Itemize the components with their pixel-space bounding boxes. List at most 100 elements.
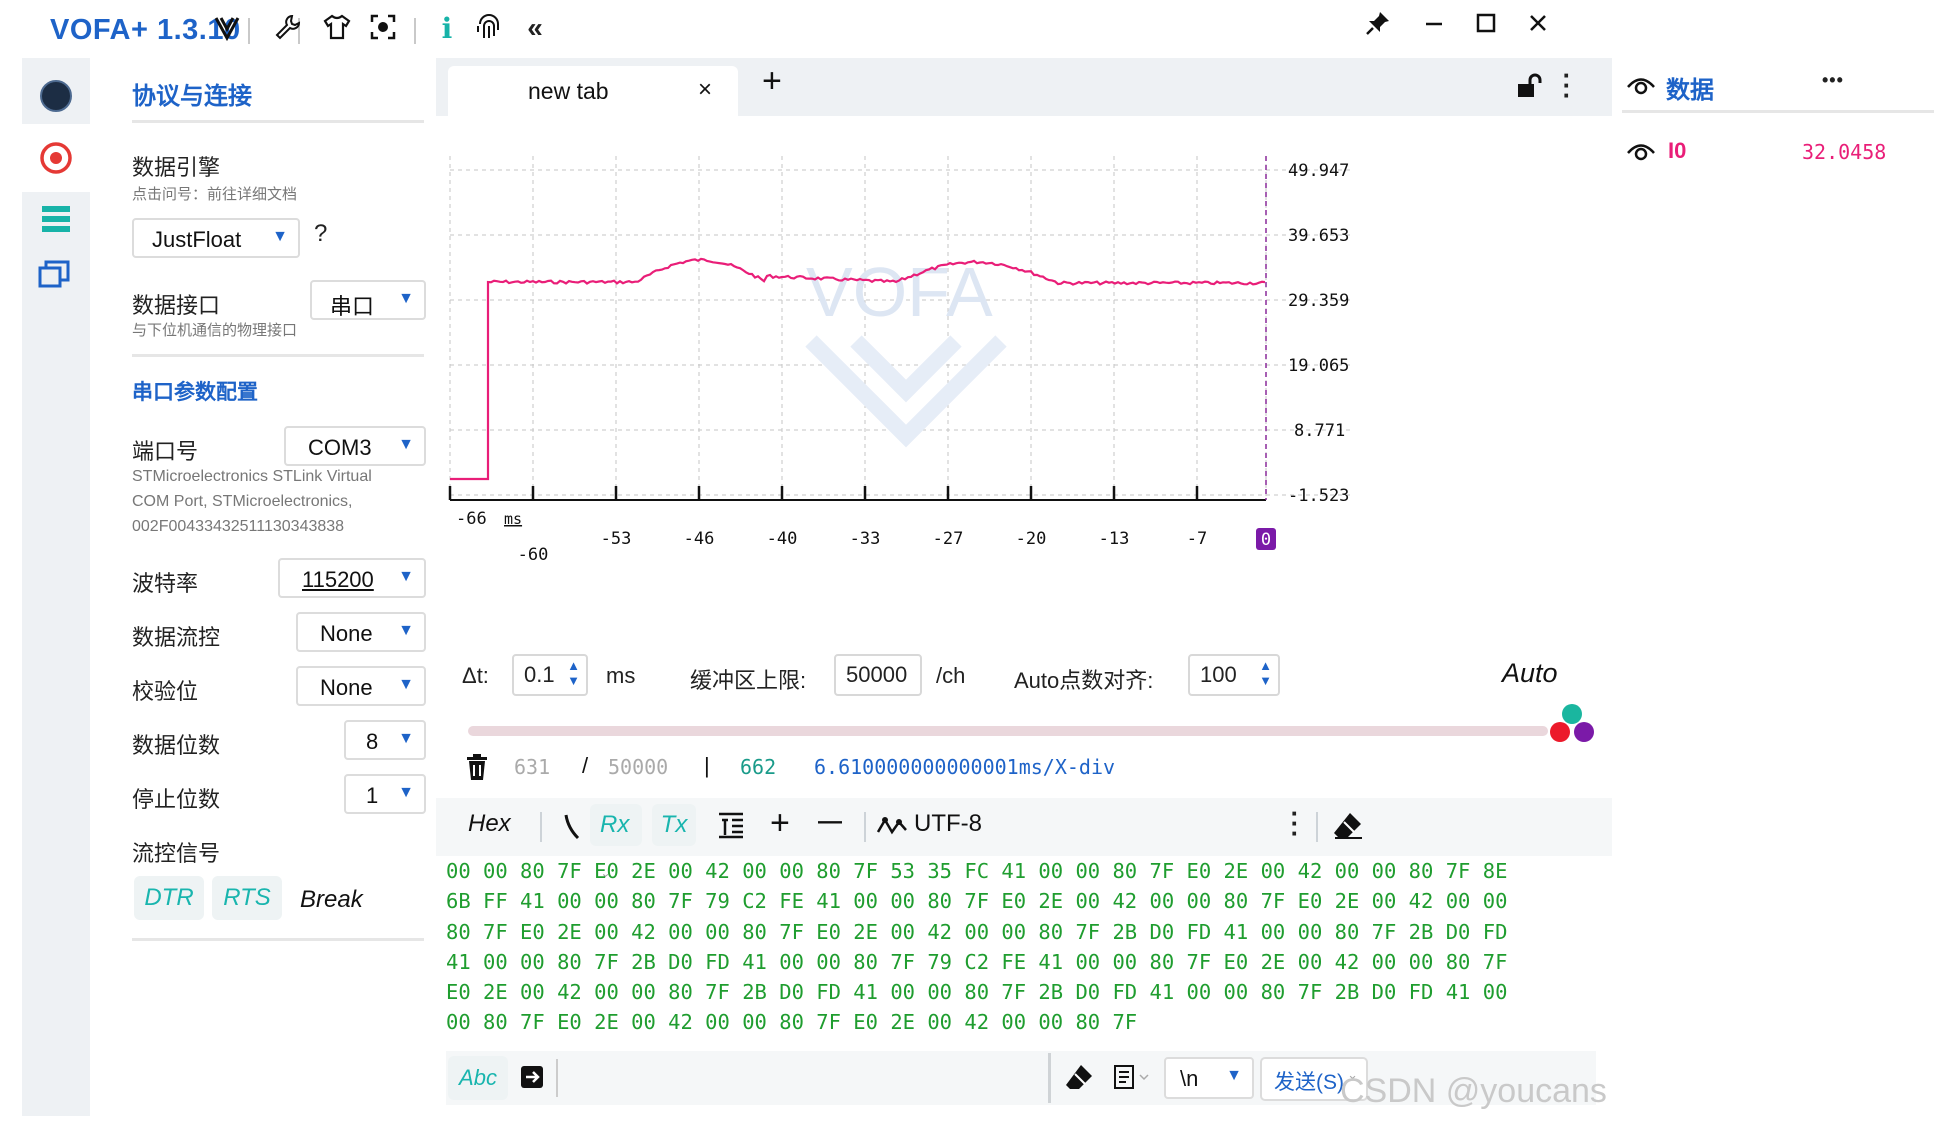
chevron-down-icon: ⌄ xyxy=(1347,1067,1358,1082)
chevron-down-icon: ▼ xyxy=(398,622,414,639)
chevron-down-icon: ▼ xyxy=(272,228,288,245)
newline-select[interactable]: \n ▼ xyxy=(1164,1057,1254,1099)
more-icon[interactable]: ••• xyxy=(1822,70,1844,90)
data-engine-select[interactable]: JustFloat ▼ xyxy=(132,218,300,258)
flow-control-select[interactable]: None ▼ xyxy=(296,612,426,652)
x-tick-label: -60 xyxy=(518,545,549,565)
more-vertical-icon[interactable]: · · · xyxy=(1562,60,1572,110)
dt-input[interactable]: 0.1 ▲ ▼ xyxy=(512,654,588,696)
align-input[interactable]: 100 ▲ ▼ xyxy=(1188,654,1280,696)
break-button[interactable]: Break xyxy=(300,886,363,913)
parity-select[interactable]: None ▼ xyxy=(296,666,426,706)
y-tick-label: -1.523 xyxy=(1288,486,1349,506)
y-tick-label: 49.947 xyxy=(1288,161,1349,181)
add-tab-button[interactable]: + xyxy=(762,62,782,100)
abc-toggle[interactable]: Abc xyxy=(448,1056,508,1100)
tab-label: new tab xyxy=(528,78,609,104)
rts-toggle[interactable]: RTS xyxy=(212,876,282,920)
text-wrap-icon[interactable] xyxy=(716,810,746,845)
pin-icon[interactable] xyxy=(1358,10,1398,43)
hex-line: 6B FF 41 00 00 80 7F 79 C2 FE 41 00 00 8… xyxy=(446,889,1508,914)
close-icon[interactable]: × xyxy=(698,76,713,103)
status-separator: | xyxy=(704,753,710,778)
history-icon[interactable] xyxy=(1112,1063,1152,1096)
history-slider[interactable] xyxy=(468,726,1548,736)
baud-select[interactable]: 115200 ▼ xyxy=(278,558,426,598)
help-button[interactable]: ? xyxy=(314,220,328,247)
spinner-icon[interactable]: ▲ ▼ xyxy=(1259,658,1272,688)
buffer-input[interactable]: 50000 xyxy=(834,654,922,696)
vofa-logo-icon[interactable] xyxy=(208,12,246,49)
rx-hex-log[interactable]: 00 00 80 7F E0 2E 00 42 00 00 80 7F 53 3… xyxy=(446,856,1612,1041)
chevron-down-icon: ▼ xyxy=(398,290,414,307)
eye-icon[interactable] xyxy=(1626,138,1656,169)
x-div-readout: 6.610000000000001ms/X-div xyxy=(814,755,1116,779)
waveform-plot[interactable]: VOFA 49.947 39.653 29.359 19.065 8.771 -1.523… xyxy=(436,116,1612,646)
chevron-down-icon: ▼ xyxy=(398,676,414,693)
rx-toggle[interactable]: Rx ⌄ xyxy=(590,804,642,880)
channel-trace xyxy=(450,257,1266,481)
parity-label: 校验位 xyxy=(132,679,199,704)
data-bits-value: 8 xyxy=(366,729,379,754)
port-value: COM3 xyxy=(308,435,372,460)
eye-icon[interactable] xyxy=(1626,72,1656,103)
channel-row[interactable]: I0 32.0458 xyxy=(1626,136,1936,176)
maximize-icon[interactable] xyxy=(1466,10,1506,42)
fingerprint-icon[interactable] xyxy=(470,12,508,49)
buffer-label: 缓冲区上限: xyxy=(690,668,807,693)
cursor-icon[interactable] xyxy=(560,812,584,847)
connection-icon[interactable] xyxy=(22,62,90,130)
tab-new[interactable]: new tab × xyxy=(448,66,738,116)
dt-value: 0.1 xyxy=(524,662,555,687)
waveform-area: new tab × + · · · VOFA 49.947 39.653 29.359 1… xyxy=(436,58,1612,1116)
zoom-in-button[interactable]: + xyxy=(770,804,790,842)
flow-control-label: 数据流控 xyxy=(132,625,221,650)
tx-toggle[interactable]: Tx xyxy=(652,804,696,846)
encoding-select[interactable]: UTF-8 xyxy=(914,810,982,837)
buffer-status: 631 / 50000 | 662 6.610000000000001ms/X-… xyxy=(436,743,1612,795)
minimize-icon[interactable] xyxy=(1414,10,1454,42)
zoom-out-button[interactable]: — xyxy=(818,808,842,835)
shirt-icon[interactable] xyxy=(318,12,356,49)
toolbar-separator xyxy=(1048,1053,1051,1103)
collapse-icon[interactable]: « xyxy=(527,12,543,43)
trash-icon[interactable] xyxy=(464,753,490,786)
info-icon[interactable]: i xyxy=(441,12,453,45)
port-select[interactable]: COM3 ▼ xyxy=(284,426,426,466)
close-icon[interactable] xyxy=(1518,10,1558,42)
windows-icon[interactable] xyxy=(22,242,90,310)
stop-bits-select[interactable]: 1 ▼ xyxy=(344,774,426,814)
stop-bits-value: 1 xyxy=(366,783,379,808)
send-file-icon[interactable] xyxy=(518,1063,546,1096)
hex-toggle[interactable]: Hex xyxy=(468,810,511,837)
plot-canvas[interactable]: VOFA 49.947 39.653 29.359 19.065 8.771 -1.523… xyxy=(436,116,1612,646)
eraser-icon[interactable] xyxy=(1332,810,1364,845)
more-vertical-icon[interactable]: · · · xyxy=(1290,798,1300,848)
send-button[interactable]: 发送(S) ⌄ xyxy=(1260,1057,1368,1101)
status-slash: / xyxy=(582,753,589,778)
tab-bar: new tab × + · · · xyxy=(436,58,1612,116)
divider xyxy=(132,938,424,941)
auto-button[interactable]: Auto xyxy=(1502,658,1558,688)
list-icon[interactable] xyxy=(22,184,90,252)
align-label: Auto点数对齐: xyxy=(1014,668,1154,693)
x-tick-label: -20 xyxy=(1016,529,1047,549)
slider-handle[interactable] xyxy=(1550,722,1570,742)
channel-value: 32.0458 xyxy=(1802,140,1887,164)
unlock-icon[interactable] xyxy=(1514,72,1542,105)
x-tick-label: -33 xyxy=(850,529,881,549)
wrench-icon[interactable] xyxy=(268,12,306,49)
data-interface-select[interactable]: 串口 ▼ xyxy=(310,280,426,320)
slider-handle[interactable] xyxy=(1574,722,1594,742)
screenshot-icon[interactable] xyxy=(364,12,402,49)
data-bits-select[interactable]: 8 ▼ xyxy=(344,720,426,760)
waveform-icon[interactable] xyxy=(876,812,908,845)
spinner-icon[interactable]: ▲ ▼ xyxy=(567,658,580,688)
clear-send-icon[interactable] xyxy=(1064,1063,1094,1096)
csdn-watermark: CSDN @youcans xyxy=(1340,1072,1607,1110)
baud-label: 波特率 xyxy=(132,571,199,596)
slider-handle[interactable] xyxy=(1562,704,1582,724)
hex-line: 00 80 7F E0 2E 00 42 00 00 80 7F E0 2E 0… xyxy=(446,1010,1138,1035)
dtr-toggle[interactable]: DTR xyxy=(134,876,204,920)
record-icon[interactable] xyxy=(22,124,90,192)
